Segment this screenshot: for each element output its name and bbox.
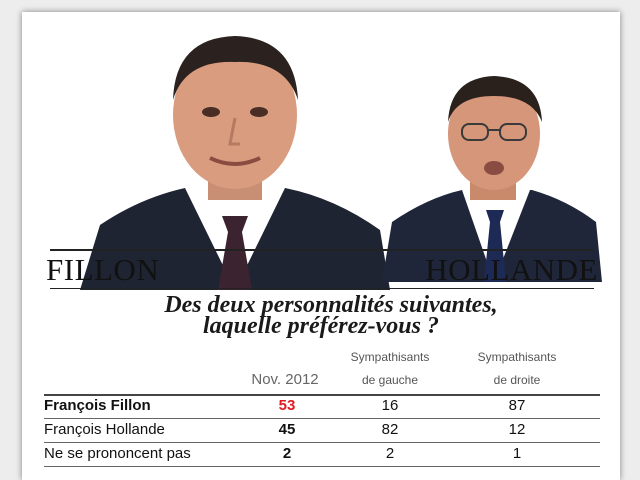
row-hollande-gauche: 82 <box>381 421 399 438</box>
row-fillon-nov: 53 <box>278 397 296 414</box>
row-hollande-droite: 12 <box>508 421 526 438</box>
name-band-top-rule <box>50 249 594 251</box>
table-top-rule <box>44 394 600 396</box>
name-band-bottom-rule <box>50 288 594 289</box>
poll-card: FILLON HOLLANDE Des deux personnalités s… <box>22 12 620 480</box>
fillon-name: FILLON <box>46 252 160 287</box>
row-label-no-opinion: Ne se prononcent pas <box>44 445 191 462</box>
row-no-opinion-droite: 1 <box>512 445 522 462</box>
column-header-droite-line1: Sympathisants <box>477 350 557 364</box>
table-bottom-rule <box>44 466 600 467</box>
row-fillon-gauche: 16 <box>381 397 399 414</box>
fillon-photo <box>80 20 390 290</box>
row-label-hollande: François Hollande <box>44 421 165 438</box>
row-separator <box>44 442 600 443</box>
row-no-opinion-nov: 2 <box>282 445 292 462</box>
row-no-opinion-gauche: 2 <box>385 445 395 462</box>
row-fillon-droite: 87 <box>508 397 526 414</box>
column-header-droite-line2: de droite <box>493 373 541 387</box>
column-header-gauche-line1: Sympathisants <box>350 350 430 364</box>
question-line-2: laquelle préférez-vous ? <box>203 313 439 339</box>
row-hollande-nov: 45 <box>278 421 296 438</box>
row-label-fillon: François Fillon <box>44 397 151 414</box>
column-header-nov-2012: Nov. 2012 <box>251 371 319 388</box>
column-header-gauche-line2: de gauche <box>361 373 419 387</box>
question-line-1: Des deux personnalités suivantes, <box>164 292 498 318</box>
row-separator <box>44 418 600 419</box>
hollande-photo <box>382 72 602 282</box>
hollande-name: HOLLANDE <box>425 252 598 287</box>
